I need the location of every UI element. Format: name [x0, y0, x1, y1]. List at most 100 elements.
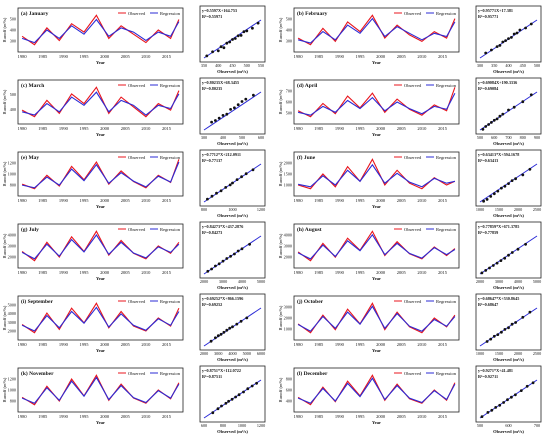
x-tick-label: 2010 — [417, 342, 427, 347]
scatter-point — [480, 415, 484, 418]
scatter-point — [484, 125, 488, 128]
scatter-point — [512, 105, 516, 109]
scatter-x-tick-label: 4000 — [228, 351, 236, 356]
scatter-frame — [199, 5, 266, 63]
scatter-x-tick-label: 600 — [505, 423, 511, 428]
legend-regression-label: Regression — [436, 299, 457, 304]
scatter-x-axis-label: Observed (m³/s) — [493, 357, 524, 362]
scatter-point — [206, 197, 209, 201]
r-squared-label: R²=0.77859 — [478, 230, 498, 235]
legend-observed-label: Observed — [404, 227, 422, 232]
scatter-point — [251, 26, 254, 30]
scatter-point — [221, 259, 225, 263]
scatter-point — [237, 393, 241, 397]
scatter-point — [242, 30, 246, 34]
scatter-point — [490, 121, 493, 124]
scatter-point — [515, 31, 519, 35]
scatter-point — [215, 191, 218, 195]
y-tick-label: 600 — [286, 100, 292, 105]
scatter-point — [206, 269, 210, 273]
regression-equation: y=0.69084X+190.3336 — [478, 80, 517, 85]
x-tick-label: 1980 — [18, 414, 28, 419]
scatter-x-tick-label: 1000 — [476, 351, 484, 356]
x-tick-label: 1980 — [294, 270, 304, 275]
line-chart-frame — [17, 151, 184, 197]
x-tick-label: 2005 — [121, 342, 131, 347]
scatter-x-tick-label: 2500 — [533, 351, 541, 356]
x-tick-label: 2000 — [376, 54, 386, 59]
scatter-point — [210, 267, 214, 271]
scatter-point — [231, 38, 234, 41]
scatter-point — [524, 26, 527, 30]
scatter-x-tick-label: 550 — [258, 63, 264, 68]
panel-6: (f) June Observed Regression 1980 1985 1990 19… — [278, 149, 542, 218]
regression-equation: y=0.80235X+68.3455 — [202, 80, 239, 85]
y-tick-label: 4000 — [8, 311, 16, 316]
scatter-point — [217, 116, 221, 120]
x-tick-label: 2000 — [376, 126, 386, 131]
scatter-point — [228, 40, 232, 44]
y-tick-label: 2000 — [8, 329, 16, 334]
x-tick-label: 2010 — [417, 54, 427, 59]
x-tick-label: 2015 — [162, 126, 172, 131]
scatter-x-tick-label: 3000 — [219, 279, 227, 284]
scatter-point — [235, 322, 239, 326]
y-tick-label: 1000 — [284, 183, 292, 188]
scatter-point — [516, 247, 520, 251]
scatter-x-tick-label: 4000 — [514, 279, 522, 284]
legend-observed-label: Observed — [128, 11, 146, 16]
x-tick-label: 2015 — [162, 414, 172, 419]
regression-series-line — [297, 17, 456, 44]
scatter-point — [242, 390, 245, 394]
panel-8: (h) August Observed Regression 1980 1985 1990… — [278, 221, 542, 290]
scatter-x-tick-label: 1200 — [257, 207, 265, 212]
legend-regression-label: Regression — [436, 11, 457, 16]
scatter-point — [499, 259, 503, 262]
x-tick-label: 2005 — [397, 414, 407, 419]
scatter-point — [214, 119, 217, 122]
x-tick-label: 2005 — [397, 270, 407, 275]
scatter-point — [481, 127, 485, 131]
panel-title: (e) May — [21, 154, 39, 161]
observed-series-line — [21, 14, 180, 46]
y-tick-label: 800 — [10, 399, 16, 404]
legend-regression-label: Regression — [160, 155, 181, 160]
scatter-point — [240, 247, 244, 251]
x-tick-label: 2015 — [438, 54, 448, 59]
panel-5: (e) May Observed Regression 1980 1985 1990 199… — [2, 149, 266, 218]
scatter-point — [528, 310, 532, 314]
scatter-x-tick-label: 800 — [220, 423, 226, 428]
scatter-x-axis-label: Observed (m³/s) — [217, 357, 248, 362]
scatter-point — [246, 387, 250, 391]
line-chart-frame — [17, 79, 184, 125]
x-tick-label: 1995 — [356, 414, 366, 419]
legend-observed-label: Observed — [128, 371, 146, 376]
y-tick-label: 4000 — [8, 233, 16, 238]
x-tick-label: 1980 — [18, 54, 28, 59]
observed-series-line — [297, 14, 456, 46]
x-tick-label: 2015 — [438, 414, 448, 419]
x-tick-label: 1985 — [38, 342, 48, 347]
r-squared-label: R²=0.77137 — [202, 158, 222, 163]
y-tick-label: 4000 — [284, 233, 292, 238]
scatter-x-axis-label: Observed (m³/s) — [493, 213, 524, 218]
y-axis-label: Runoff (m³/s) — [2, 89, 7, 114]
y-axis-label: Runoff (m³/s) — [2, 17, 7, 42]
scatter-x-tick-label: 2000 — [476, 279, 484, 284]
x-tick-label: 1995 — [356, 126, 366, 131]
panel-title: (f) June — [297, 154, 316, 161]
scatter-frame — [475, 221, 542, 279]
scatter-point — [482, 199, 485, 203]
scatter-point — [250, 384, 254, 388]
panel-7: (g) July Observed Regression 1980 1985 1990 19… — [2, 221, 266, 290]
panel-title: (d) April — [297, 82, 318, 89]
observed-series-line — [21, 159, 180, 190]
x-tick-label: 2005 — [397, 126, 407, 131]
x-tick-label: 2010 — [417, 126, 427, 131]
scatter-point — [487, 123, 490, 126]
scatter-point — [219, 45, 223, 49]
scatter-point — [510, 179, 514, 183]
scatter-point — [228, 183, 232, 187]
y-tick-label: 500 — [286, 17, 292, 22]
scatter-point — [495, 117, 499, 121]
